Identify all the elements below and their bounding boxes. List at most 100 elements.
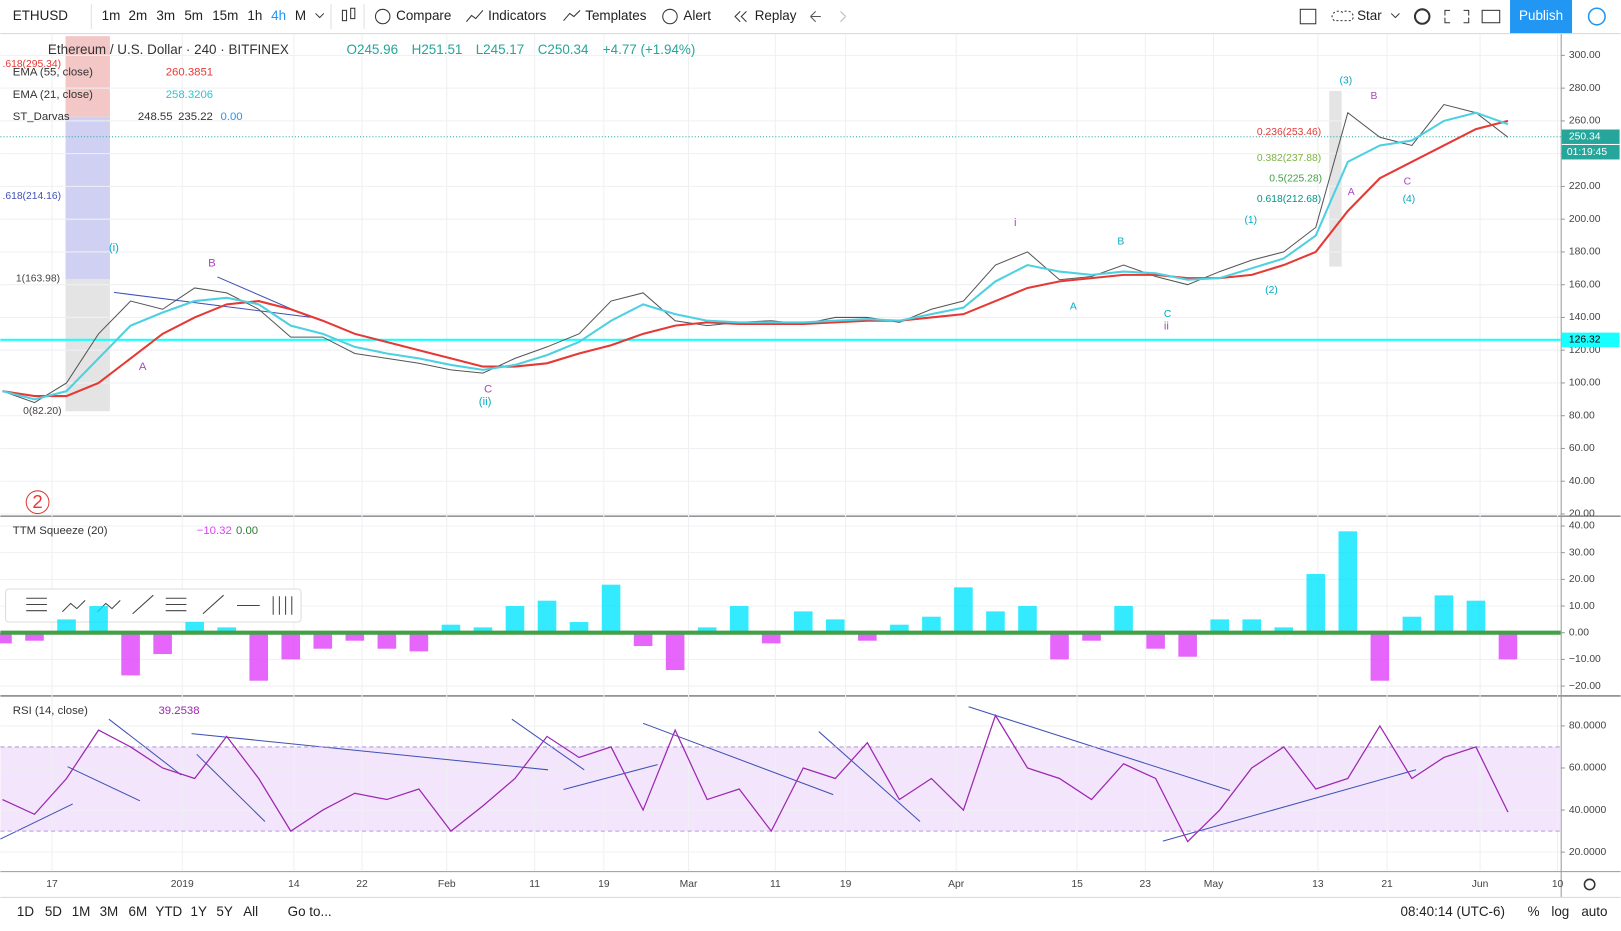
interval[interactable]: 1h [247, 8, 262, 23]
hline-badge [1561, 332, 1620, 348]
interval-active[interactable]: 4h [271, 8, 286, 23]
x-tick-label: 11 [770, 879, 781, 890]
wave-label: A [139, 361, 147, 373]
alert-icon[interactable] [662, 8, 678, 25]
y-tick-label: 60.00 [1569, 443, 1595, 454]
interval[interactable]: 15m [212, 8, 238, 23]
indicator-label: EMA (21, close) [13, 89, 93, 101]
squeeze-bar [665, 632, 685, 671]
squeeze-bar [954, 587, 973, 633]
dropdown-icon[interactable] [1390, 13, 1400, 19]
range-button[interactable]: 5Y [216, 904, 232, 919]
interval[interactable]: M [295, 8, 306, 23]
squeeze-bar [281, 632, 301, 660]
undo-icon[interactable] [810, 11, 821, 23]
publish-button[interactable] [1510, 0, 1573, 34]
range-button[interactable]: 3M [100, 904, 119, 919]
star-button[interactable]: Star [1357, 8, 1382, 23]
squeeze-bar [825, 619, 845, 633]
squeeze-bar [793, 611, 813, 633]
range-button[interactable]: 1M [72, 904, 91, 919]
scale-option[interactable]: % [1528, 904, 1540, 919]
indicator-label: TTM Squeeze (20) [13, 525, 108, 537]
wave-label: (1) [1244, 215, 1257, 226]
price-line [2, 119, 1509, 398]
wave-label: A [1348, 187, 1355, 198]
layout-icon[interactable] [1299, 8, 1317, 25]
x-tick-label: 19 [840, 879, 852, 890]
axis-settings-icon[interactable] [1583, 878, 1596, 891]
scale-option[interactable]: log [1551, 904, 1569, 919]
squeeze-bar [0, 632, 12, 644]
x-tick-label: Jun [1472, 879, 1489, 890]
ohlc-high: H251.51 [412, 42, 463, 57]
star-icon[interactable] [1331, 10, 1354, 22]
ohlc-low: L245.17 [476, 42, 525, 57]
x-tick-label: 2019 [171, 879, 194, 890]
squeeze-bar [697, 627, 717, 633]
replay-icon[interactable] [734, 11, 747, 23]
x-tick-label: 21 [1381, 879, 1393, 890]
clock: 08:40:14 (UTC-6) [1401, 904, 1505, 919]
templates-icon[interactable] [563, 9, 581, 22]
squeeze-bar [185, 622, 204, 633]
settings-icon[interactable] [1413, 8, 1431, 25]
interval[interactable]: 2m [129, 8, 148, 23]
squeeze-bar [505, 606, 525, 633]
range-button[interactable]: 1Y [191, 904, 207, 919]
squeeze-bar [761, 632, 781, 644]
x-tick-label: 23 [1140, 879, 1152, 890]
dropdown-icon[interactable] [315, 13, 325, 19]
wave-label: B [208, 257, 216, 269]
range-button[interactable]: 6M [129, 904, 148, 919]
x-tick-label: 19 [598, 879, 610, 890]
indicators-button[interactable]: Indicators [488, 8, 546, 23]
x-tick-label: 22 [356, 879, 368, 890]
y-tick-label: 140.00 [1569, 312, 1601, 323]
range-button[interactable]: 1D [17, 904, 34, 919]
wave-label: B [1371, 91, 1378, 102]
y-tick-label: −20.00 [1569, 681, 1601, 692]
symbol-title: Ethereum / U.S. Dollar · 240 · BITFINEX [48, 42, 289, 57]
indicator-value: 248.55 [138, 111, 173, 123]
goto-button[interactable]: Go to... [288, 904, 332, 919]
redo-icon[interactable] [840, 11, 846, 23]
symbol[interactable]: ETHUSD [13, 8, 68, 23]
y-tick-label: 10.00 [1569, 601, 1595, 612]
compare-icon[interactable] [374, 8, 391, 25]
last-price-label: 250.34 [1569, 131, 1601, 142]
replay-button[interactable]: Replay [755, 8, 797, 23]
interval[interactable]: 3m [156, 8, 175, 23]
range-button[interactable]: 5D [45, 904, 62, 919]
wave-label: i [1014, 217, 1017, 229]
indicators-icon[interactable] [466, 9, 484, 23]
y-tick-label: 60.0000 [1569, 763, 1607, 774]
squeeze-bar [25, 632, 44, 641]
fib-label: .618(295.34) [2, 59, 61, 70]
compare-button[interactable]: Compare [396, 8, 451, 23]
scale-option[interactable]: auto [1581, 904, 1607, 919]
templates-button[interactable]: Templates [585, 8, 646, 23]
ohlc-close: C250.34 [538, 42, 589, 57]
snapshot-icon[interactable] [1481, 9, 1501, 24]
alert-button[interactable]: Alert [683, 8, 711, 23]
interval[interactable]: 5m [184, 8, 203, 23]
squeeze-bar [1242, 619, 1262, 633]
interval[interactable]: 1m [102, 8, 121, 23]
drawing-tools[interactable] [26, 594, 293, 615]
replay-panel-icon[interactable] [1587, 7, 1606, 26]
y-tick-label: 80.00 [1569, 410, 1595, 421]
range-button[interactable]: All [243, 904, 258, 919]
price-line [2, 111, 1509, 401]
publish-label: Publish [1519, 8, 1563, 23]
chart-type-icon[interactable] [341, 7, 356, 22]
indicator-label: ST_Darvas [13, 111, 70, 123]
squeeze-bar [986, 611, 1005, 633]
y-tick-label: 20.00 [1569, 509, 1595, 520]
range-button[interactable]: YTD [155, 904, 182, 919]
squeeze-bar [1018, 606, 1037, 633]
fullscreen-icon[interactable] [1444, 9, 1470, 24]
squeeze-bar [377, 632, 397, 649]
